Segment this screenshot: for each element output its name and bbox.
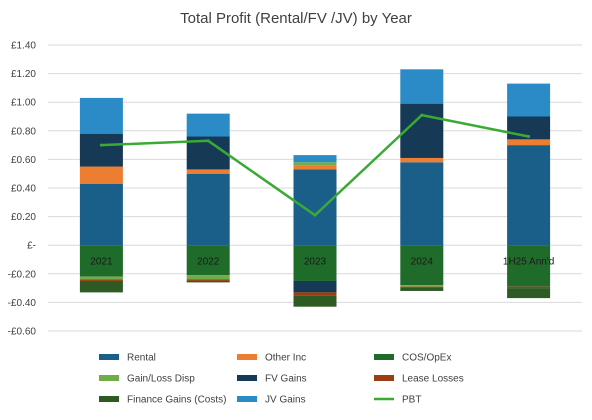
bar-rental-3 (400, 162, 444, 246)
bar-other-inc-0 (79, 166, 123, 184)
category-label: 1H25 Ann'd (503, 256, 554, 267)
bar-rental-0 (79, 183, 123, 246)
legend-label: FV Gains (265, 374, 307, 385)
y-tick-label: -£0.40 (8, 298, 37, 309)
bar-lease-losses-4 (507, 286, 551, 289)
pbt-point (527, 135, 531, 139)
bar-jv-gains-4 (507, 83, 551, 117)
bar-cos-opex-3 (400, 245, 444, 286)
y-tick-label: £0.80 (11, 126, 36, 137)
bar-gain-loss-disp-1 (186, 275, 230, 280)
bar-cos-opex-0 (79, 245, 123, 277)
bar-gain-loss-disp-0 (79, 276, 123, 280)
bar-jv-gains-3 (400, 69, 444, 104)
bar-lease-losses-0 (79, 279, 123, 281)
bar-jv-gains-2 (293, 155, 337, 163)
y-tick-label: £1.20 (11, 69, 36, 80)
legend-swatch (99, 396, 119, 402)
bar-finance-gains-costs-4 (507, 288, 551, 299)
legend-label: JV Gains (265, 395, 306, 406)
bar-cos-opex-4 (507, 245, 551, 287)
y-axis: £1.40 £1.20 £1.00 £0.80 £0.60 £0.40 £0.20 £- -£0… (8, 41, 37, 338)
bar-gain-loss-disp-2 (293, 162, 337, 166)
category-label: 2021 (90, 256, 113, 267)
legend-label: Rental (127, 353, 156, 364)
bar-other-inc-4 (507, 139, 551, 146)
legend-label: Gain/Loss Disp (127, 374, 195, 385)
legend-swatch (374, 354, 394, 360)
legend-label: Finance Gains (Costs) (127, 395, 226, 406)
legend: Rental Other Inc COS/OpEx Gain/Loss Disp FV … (99, 353, 464, 406)
bar-other-inc-2 (293, 165, 337, 170)
category-labels: 2021 2022 2023 2024 1H25 Ann'd (90, 256, 554, 267)
bar-cos-opex-1 (186, 245, 230, 276)
legend-label: PBT (402, 395, 421, 406)
legend-swatch (374, 375, 394, 381)
y-tick-label: £1.40 (11, 41, 36, 52)
y-tick-label: £0.20 (11, 212, 36, 223)
y-tick-label: -£0.20 (8, 269, 37, 280)
legend-label: Lease Losses (402, 374, 464, 385)
legend-label: COS/OpEx (402, 353, 451, 364)
category-label: 2024 (411, 256, 434, 267)
pbt-line (99, 113, 531, 217)
legend-label: Other Inc (265, 353, 306, 364)
category-label: 2022 (197, 256, 220, 267)
y-tick-label: £0.60 (11, 155, 36, 166)
legend-swatch (99, 375, 119, 381)
bar-fv-gains-0 (79, 133, 123, 167)
bar-jv-gains-0 (79, 97, 123, 134)
bar-lease-losses-2 (293, 292, 337, 296)
chart-title: Total Profit (Rental/FV /JV) by Year (180, 10, 412, 27)
pbt-point (99, 143, 103, 147)
bar-lease-losses-1 (186, 279, 230, 281)
bar-jv-gains-1 (186, 113, 230, 137)
y-tick-label: £1.00 (11, 98, 36, 109)
bar-rental-1 (186, 173, 230, 246)
pbt-point (206, 139, 210, 143)
bar-rental-4 (507, 145, 551, 246)
bar-rental-2 (293, 169, 337, 246)
category-label: 2023 (304, 256, 327, 267)
legend-swatch (237, 396, 257, 402)
legend-swatch (99, 354, 119, 360)
legend-swatch (237, 354, 257, 360)
bar-fv-gains-3 (400, 103, 444, 158)
y-tick-label: £- (27, 241, 36, 252)
y-tick-label: £0.40 (11, 184, 36, 195)
y-tick-label: -£0.60 (8, 327, 37, 338)
bar-gain-loss-disp-3 (400, 285, 444, 287)
bar-other-inc-3 (400, 157, 444, 163)
legend-swatch (237, 375, 257, 381)
bar-fv-gains-2 (293, 280, 337, 293)
bar-finance-gains-costs-3 (400, 287, 444, 291)
pbt-point (420, 113, 424, 117)
bar-finance-gains-costs-1 (186, 280, 230, 283)
pbt-point (313, 213, 317, 217)
bar-cos-opex-2 (293, 245, 337, 281)
bar-finance-gains-costs-0 (79, 280, 123, 293)
bar-finance-gains-costs-2 (293, 295, 337, 307)
bar-other-inc-1 (186, 169, 230, 174)
bar-lease-losses-3 (400, 286, 444, 288)
bars (79, 69, 551, 307)
